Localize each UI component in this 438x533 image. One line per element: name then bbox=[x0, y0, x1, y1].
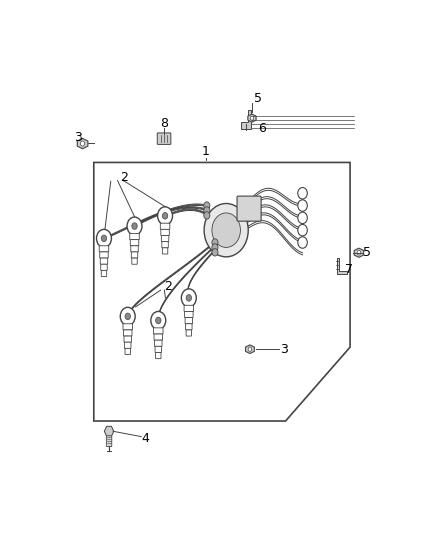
FancyBboxPatch shape bbox=[124, 336, 131, 342]
Circle shape bbox=[204, 202, 210, 209]
Polygon shape bbox=[337, 257, 346, 274]
Text: 2: 2 bbox=[165, 280, 173, 293]
FancyBboxPatch shape bbox=[184, 311, 193, 318]
Text: 7: 7 bbox=[346, 263, 353, 277]
Circle shape bbox=[298, 237, 307, 248]
FancyBboxPatch shape bbox=[237, 196, 261, 221]
Circle shape bbox=[151, 311, 166, 329]
Polygon shape bbox=[104, 426, 114, 436]
FancyBboxPatch shape bbox=[162, 248, 168, 254]
Text: 3: 3 bbox=[280, 343, 288, 356]
Polygon shape bbox=[241, 110, 251, 129]
Circle shape bbox=[96, 229, 111, 247]
FancyBboxPatch shape bbox=[130, 233, 139, 240]
FancyBboxPatch shape bbox=[161, 229, 170, 236]
FancyBboxPatch shape bbox=[106, 436, 112, 447]
Polygon shape bbox=[354, 248, 364, 257]
FancyBboxPatch shape bbox=[161, 236, 169, 241]
Circle shape bbox=[204, 207, 210, 214]
FancyBboxPatch shape bbox=[124, 342, 131, 349]
Circle shape bbox=[204, 212, 210, 219]
Circle shape bbox=[127, 217, 142, 235]
FancyBboxPatch shape bbox=[186, 324, 192, 330]
FancyBboxPatch shape bbox=[157, 133, 171, 144]
FancyBboxPatch shape bbox=[130, 240, 139, 246]
FancyBboxPatch shape bbox=[154, 334, 162, 340]
Circle shape bbox=[120, 308, 135, 325]
Circle shape bbox=[132, 223, 137, 229]
FancyBboxPatch shape bbox=[125, 349, 131, 354]
Circle shape bbox=[158, 207, 173, 225]
FancyBboxPatch shape bbox=[162, 241, 168, 248]
FancyBboxPatch shape bbox=[131, 246, 138, 252]
Circle shape bbox=[357, 251, 361, 255]
Text: 5: 5 bbox=[254, 92, 262, 105]
FancyBboxPatch shape bbox=[100, 258, 108, 264]
FancyBboxPatch shape bbox=[101, 270, 107, 277]
Circle shape bbox=[298, 212, 307, 224]
Circle shape bbox=[212, 239, 218, 246]
Circle shape bbox=[162, 213, 168, 219]
Text: 5: 5 bbox=[363, 246, 371, 259]
Polygon shape bbox=[248, 114, 256, 122]
Polygon shape bbox=[77, 139, 88, 149]
FancyBboxPatch shape bbox=[160, 223, 170, 229]
FancyBboxPatch shape bbox=[100, 252, 108, 258]
Circle shape bbox=[186, 295, 191, 301]
Circle shape bbox=[101, 235, 107, 241]
Text: 4: 4 bbox=[142, 432, 150, 445]
FancyBboxPatch shape bbox=[155, 352, 161, 359]
FancyBboxPatch shape bbox=[155, 340, 162, 346]
Text: 3: 3 bbox=[74, 131, 82, 143]
FancyBboxPatch shape bbox=[131, 252, 138, 258]
Text: 1: 1 bbox=[202, 146, 210, 158]
Circle shape bbox=[212, 248, 218, 256]
FancyBboxPatch shape bbox=[99, 246, 109, 252]
Circle shape bbox=[298, 224, 307, 236]
FancyBboxPatch shape bbox=[184, 305, 194, 311]
Circle shape bbox=[181, 289, 196, 307]
Text: 8: 8 bbox=[160, 117, 168, 131]
Text: 6: 6 bbox=[258, 122, 266, 135]
Circle shape bbox=[125, 313, 131, 320]
Circle shape bbox=[204, 204, 248, 257]
Polygon shape bbox=[246, 345, 254, 353]
Circle shape bbox=[81, 141, 85, 146]
FancyBboxPatch shape bbox=[132, 258, 137, 264]
Circle shape bbox=[248, 347, 252, 351]
FancyBboxPatch shape bbox=[124, 330, 132, 336]
Circle shape bbox=[250, 116, 254, 120]
Circle shape bbox=[212, 244, 218, 251]
Circle shape bbox=[298, 188, 307, 199]
FancyBboxPatch shape bbox=[101, 264, 107, 270]
FancyBboxPatch shape bbox=[155, 346, 162, 352]
Circle shape bbox=[155, 317, 161, 324]
FancyBboxPatch shape bbox=[186, 330, 191, 336]
Circle shape bbox=[212, 213, 240, 247]
FancyBboxPatch shape bbox=[185, 318, 193, 324]
FancyBboxPatch shape bbox=[123, 324, 132, 330]
Circle shape bbox=[298, 200, 307, 211]
FancyBboxPatch shape bbox=[154, 328, 163, 334]
Text: 2: 2 bbox=[120, 171, 128, 184]
